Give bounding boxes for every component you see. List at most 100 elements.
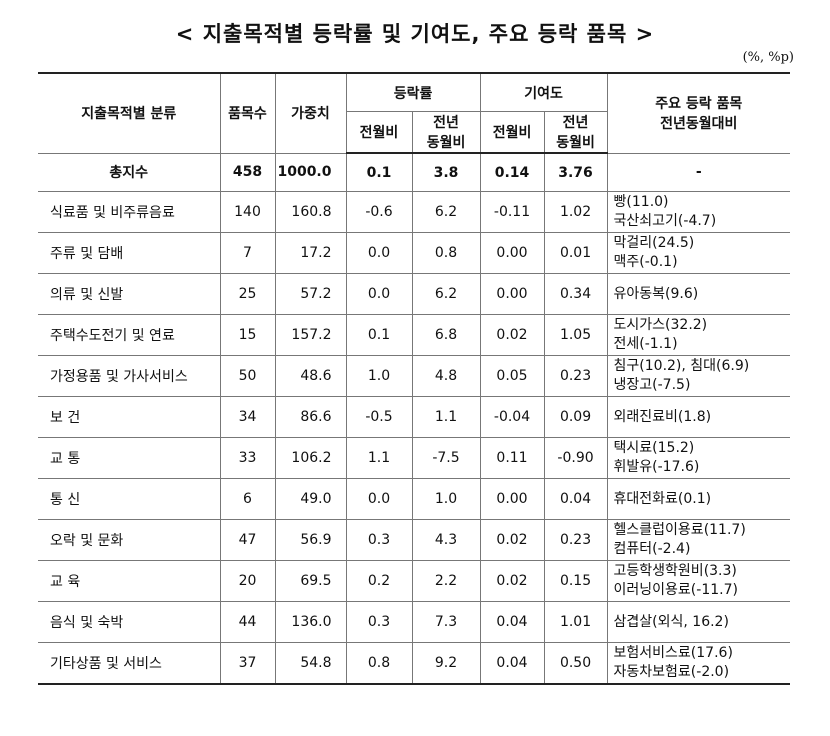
- category-name: 통 신: [38, 478, 221, 520]
- item-count: 15: [219, 314, 276, 356]
- rate-mom: 0.3: [345, 601, 413, 643]
- rate-mom: 0.8: [345, 642, 413, 685]
- contrib-yoy: 0.09: [543, 396, 608, 438]
- category-name: 교 육: [38, 560, 221, 602]
- weight: 136.0: [274, 601, 347, 643]
- table-row: 통 신 6 49.0 0.0 1.0 0.00 0.04 휴대전화료(0.1): [38, 478, 791, 520]
- table-title: < 지출목적별 등락률 및 기여도, 주요 등락 품목 >: [175, 22, 655, 46]
- weight: 56.9: [274, 519, 347, 561]
- item-count: 47: [219, 519, 276, 561]
- major-item: 고등학생학원비(3.3): [613, 563, 737, 579]
- major-items: 휴대전화료(0.1): [606, 478, 791, 520]
- major-item: 보험서비스료(17.6): [613, 645, 733, 661]
- major-item: 외래진료비(1.8): [613, 408, 712, 425]
- rate-yoy: 7.3: [411, 601, 481, 643]
- total-contrib-yoy: 3.76: [543, 152, 608, 192]
- header-rate-yoy-line1: 전년: [433, 115, 459, 131]
- rate-yoy: 6.8: [411, 314, 481, 356]
- major-items: 외래진료비(1.8): [606, 396, 791, 438]
- rate-mom: 0.1: [345, 314, 413, 356]
- rate-yoy: 4.8: [411, 355, 481, 397]
- table-row: 기타상품 및 서비스 37 54.8 0.8 9.2 0.04 0.50 보험서비스료(17.…: [38, 642, 791, 685]
- header-rate-mom: 전월비: [345, 111, 413, 154]
- major-items: 보험서비스료(17.6) 자동차보험료(-2.0): [606, 642, 791, 685]
- major-item: 맥주(-0.1): [613, 254, 678, 270]
- total-name: 총지수: [38, 152, 221, 192]
- major-items: 고등학생학원비(3.3) 이러닝이용료(-11.7): [606, 560, 791, 602]
- category-name: 보 건: [38, 396, 221, 438]
- total-count: 458: [219, 152, 276, 192]
- weight: 157.2: [274, 314, 347, 356]
- contrib-yoy: 0.15: [543, 560, 608, 602]
- major-item: 휘발유(-17.6): [613, 459, 700, 475]
- major-item: 헬스클럽이용료(11.7): [613, 522, 746, 538]
- item-count: 6: [219, 478, 276, 520]
- total-rate-mom: 0.1: [345, 152, 413, 192]
- rate-mom: 1.0: [345, 355, 413, 397]
- header-item-count: 품목수: [219, 72, 276, 154]
- rate-yoy: 6.2: [411, 273, 481, 315]
- header-rate-yoy-line2: 동월비: [426, 135, 466, 151]
- weight: 54.8: [274, 642, 347, 685]
- major-item: 유아동복(9.6): [613, 285, 699, 302]
- header-major-items: 주요 등락 품목 전년동월대비: [606, 72, 791, 154]
- contrib-mom: -0.04: [479, 396, 545, 438]
- price-index-table: 지출목적별 분류 품목수 가중치 등락률 기여도 주요 등락 품목 전년동월대비…: [38, 72, 791, 685]
- header-rate-yoy: 전년 동월비: [411, 111, 481, 154]
- contrib-yoy: 0.50: [543, 642, 608, 685]
- rate-mom: 0.2: [345, 560, 413, 602]
- major-items: 헬스클럽이용료(11.7) 컴퓨터(-2.4): [606, 519, 791, 561]
- table-row: 교 통 33 106.2 1.1 -7.5 0.11 -0.90 택시료(15.2) 휘발유(-…: [38, 437, 791, 479]
- category-name: 주류 및 담배: [38, 232, 221, 274]
- weight: 69.5: [274, 560, 347, 602]
- contrib-mom: 0.05: [479, 355, 545, 397]
- contrib-mom: 0.00: [479, 273, 545, 315]
- major-item: 막걸리(24.5): [613, 235, 695, 251]
- header-contrib-mom: 전월비: [479, 111, 545, 154]
- contrib-yoy: 0.04: [543, 478, 608, 520]
- rate-yoy: -7.5: [411, 437, 481, 479]
- header-contrib-yoy-line1: 전년: [562, 115, 589, 131]
- contrib-mom: 0.04: [479, 642, 545, 685]
- total-contrib-mom: 0.14: [479, 152, 545, 192]
- header-category: 지출목적별 분류: [38, 72, 221, 154]
- item-count: 34: [219, 396, 276, 438]
- table-row: 주택수도전기 및 연료 15 157.2 0.1 6.8 0.02 1.05 도시가스(32.…: [38, 314, 791, 356]
- contrib-mom: 0.11: [479, 437, 545, 479]
- table-row: 음식 및 숙박 44 136.0 0.3 7.3 0.04 1.01 삼겹살(외식, 16.2…: [38, 601, 791, 643]
- contrib-mom: -0.11: [479, 191, 545, 233]
- rate-yoy: 4.3: [411, 519, 481, 561]
- header-contribution: 기여도: [479, 72, 608, 112]
- table-row: 의류 및 신발 25 57.2 0.0 6.2 0.00 0.34 유아동복(9.6): [38, 273, 791, 315]
- major-item: 국산쇠고기(-4.7): [613, 213, 717, 229]
- contrib-mom: 0.00: [479, 232, 545, 274]
- contrib-yoy: 0.34: [543, 273, 608, 315]
- table-row: 교 육 20 69.5 0.2 2.2 0.02 0.15 고등학생학원비(3.3) 이러닝이용…: [38, 560, 791, 602]
- category-name: 식료품 및 비주류음료: [38, 191, 221, 233]
- table-row: 식료품 및 비주류음료 140 160.8 -0.6 6.2 -0.11 1.02 빵(11.…: [38, 191, 791, 233]
- contrib-yoy: 0.23: [543, 519, 608, 561]
- major-item: 컴퓨터(-2.4): [613, 541, 691, 557]
- unit-label: (%, %p): [742, 50, 794, 65]
- item-count: 7: [219, 232, 276, 274]
- major-item: 전세(-1.1): [613, 336, 678, 352]
- weight: 160.8: [274, 191, 347, 233]
- item-count: 37: [219, 642, 276, 685]
- rate-yoy: 2.2: [411, 560, 481, 602]
- weight: 106.2: [274, 437, 347, 479]
- contrib-mom: 0.02: [479, 519, 545, 561]
- category-name: 교 통: [38, 437, 221, 479]
- rate-yoy: 0.8: [411, 232, 481, 274]
- rate-mom: -0.6: [345, 191, 413, 233]
- header-weight: 가중치: [274, 72, 347, 154]
- rate-mom: 0.0: [345, 478, 413, 520]
- major-item: 휴대전화료(0.1): [613, 490, 712, 507]
- item-count: 20: [219, 560, 276, 602]
- total-row: 총지수 458 1000.0 0.1 3.8 0.14 3.76 -: [38, 152, 791, 192]
- item-count: 140: [219, 191, 276, 233]
- major-item: 빵(11.0): [613, 194, 669, 210]
- weight: 17.2: [274, 232, 347, 274]
- rate-mom: 0.0: [345, 232, 413, 274]
- major-item: 택시료(15.2): [613, 440, 695, 456]
- contrib-mom: 0.02: [479, 560, 545, 602]
